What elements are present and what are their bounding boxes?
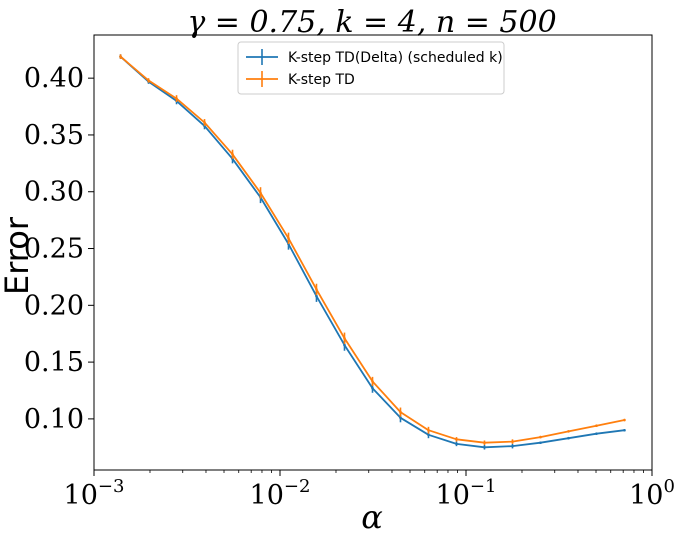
y-tick-label: 0.35	[24, 120, 84, 151]
y-axis-ticks: 0.10 0.15 0.20 0.25 0.30 0.35 0.40	[24, 63, 94, 435]
data-point	[511, 440, 514, 443]
data-point	[427, 428, 430, 432]
y-tick-label: 0.15	[24, 347, 84, 378]
data-point	[343, 336, 346, 340]
data-point	[455, 438, 458, 441]
legend-label: K-step TD	[288, 72, 355, 88]
y-tick-label: 0.25	[24, 234, 84, 265]
data-point	[343, 343, 346, 347]
y-tick-label: 0.10	[24, 404, 84, 435]
axes-frame	[93, 34, 653, 471]
data-point	[567, 430, 570, 433]
x-tick-label: 10−2	[250, 476, 311, 511]
data-point	[623, 428, 626, 432]
data-point	[259, 191, 262, 195]
x-tick-label: 10−1	[436, 476, 497, 511]
data-point	[623, 418, 626, 422]
data-point	[119, 55, 122, 58]
data-point	[203, 121, 206, 124]
data-point	[399, 410, 402, 414]
data-point	[483, 441, 486, 445]
x-axis-ticks: 10−3 10−2 10−1 100	[64, 470, 674, 511]
data-point	[231, 152, 234, 156]
data-point	[483, 445, 486, 449]
y-tick-label: 0.20	[24, 290, 84, 321]
data-point	[595, 424, 598, 428]
x-axis-label: α	[361, 498, 383, 536]
plot-area	[93, 34, 653, 471]
data-point	[147, 79, 150, 82]
data-point	[399, 416, 402, 420]
data-point	[315, 288, 318, 291]
data-point	[287, 237, 290, 240]
x-tick-label: 100	[629, 476, 674, 511]
y-axis-label: Error	[0, 216, 36, 295]
legend-box	[237, 41, 505, 95]
legend: K-step TD(Delta) (scheduled k) K-step TD	[237, 41, 505, 95]
data-point	[539, 441, 542, 445]
data-point	[371, 386, 374, 390]
series-2	[119, 54, 626, 446]
data-point	[315, 294, 318, 298]
chart-title: γ = 0.75, k = 4, n = 500	[187, 5, 556, 40]
y-tick-label: 0.40	[24, 63, 84, 94]
data-point	[567, 436, 570, 440]
data-point	[175, 97, 178, 100]
legend-label: K-step TD(Delta) (scheduled k)	[288, 50, 503, 66]
data-point	[539, 435, 542, 439]
x-tick-label: 10−3	[64, 476, 125, 511]
data-point	[511, 444, 514, 448]
legend-item: K-step TD	[246, 71, 355, 88]
data-point	[427, 433, 430, 437]
data-point	[595, 432, 598, 435]
data-point	[371, 380, 374, 383]
legend-item: K-step TD(Delta) (scheduled k)	[246, 49, 503, 66]
data-point	[455, 442, 458, 446]
y-tick-label: 0.30	[24, 177, 84, 208]
